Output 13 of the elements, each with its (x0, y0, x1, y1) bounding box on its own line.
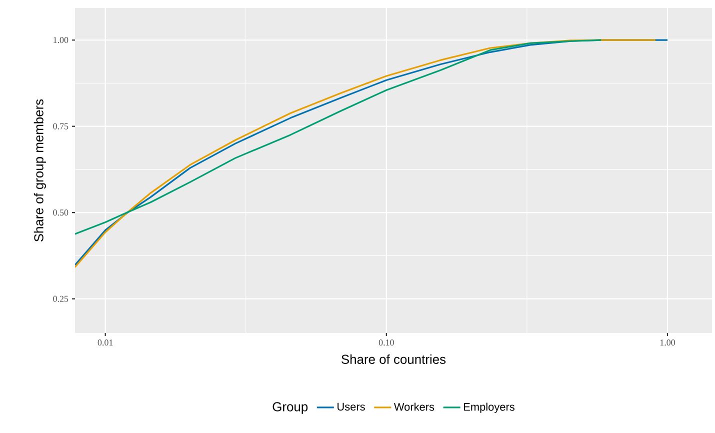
legend-label: Workers (394, 402, 434, 411)
x-tick-label: 0.10 (378, 340, 394, 346)
x-tick-label: 0.01 (98, 340, 113, 346)
y-axis-title: Share of group members (34, 99, 46, 242)
legend-label: Employers (464, 402, 514, 413)
y-tick-label: 0.25 (53, 296, 68, 302)
x-tick-label: 1.00 (660, 340, 675, 346)
legend-label: Users (338, 402, 365, 411)
y-tick-label: 1.00 (54, 37, 68, 44)
y-tick-label: 0.50 (53, 210, 68, 216)
y-tick-label: 0.75 (53, 123, 68, 130)
x-axis-title: Share of countries (342, 354, 446, 364)
legend-title: Group (272, 402, 308, 414)
